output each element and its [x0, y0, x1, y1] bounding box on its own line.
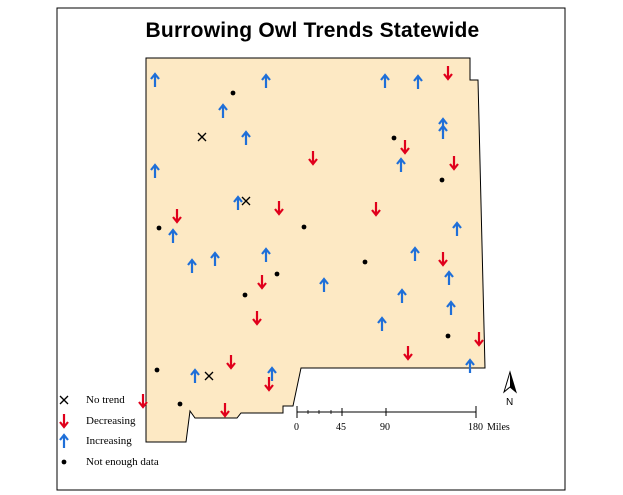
scale-label-0: 0	[294, 422, 299, 433]
down-arrow-icon	[403, 346, 413, 361]
down-arrow-icon	[59, 414, 69, 429]
up-arrow-icon	[397, 288, 407, 303]
down-arrow-icon	[371, 202, 381, 217]
dot-icon	[61, 459, 67, 465]
dot-icon	[445, 333, 451, 339]
down-arrow-icon	[172, 209, 182, 224]
down-arrow-icon	[226, 355, 236, 370]
up-arrow-icon	[190, 368, 200, 383]
dot-icon	[156, 225, 162, 231]
scale-label-45: 45	[336, 422, 346, 433]
down-arrow-icon	[443, 66, 453, 81]
down-arrow-icon	[308, 151, 318, 166]
down-arrow-icon	[220, 403, 230, 418]
up-arrow-icon	[168, 228, 178, 243]
up-arrow-icon	[444, 270, 454, 285]
down-arrow-icon	[264, 377, 274, 392]
north-arrow-icon	[503, 370, 517, 394]
dot-icon	[177, 401, 183, 407]
dot-icon	[242, 292, 248, 298]
down-arrow-icon	[474, 332, 484, 347]
scale-bar	[296, 406, 477, 418]
up-arrow-icon	[187, 258, 197, 273]
up-arrow-icon	[413, 74, 423, 89]
up-arrow-icon	[438, 124, 448, 139]
dot-icon	[362, 259, 368, 265]
up-arrow-icon	[380, 73, 390, 88]
x-mark-icon	[204, 371, 214, 381]
x-mark-icon	[59, 395, 69, 405]
legend-label-increasing: Increasing	[86, 435, 132, 447]
down-arrow-icon	[274, 201, 284, 216]
up-arrow-icon	[241, 130, 251, 145]
up-arrow-icon	[261, 247, 271, 262]
dot-icon	[439, 177, 445, 183]
up-arrow-icon	[396, 157, 406, 172]
up-arrow-icon	[59, 433, 69, 448]
dot-icon	[154, 367, 160, 373]
down-arrow-icon	[449, 156, 459, 171]
scale-label-90: 90	[380, 422, 390, 433]
up-arrow-icon	[410, 246, 420, 261]
dot-icon	[230, 90, 236, 96]
dot-icon	[391, 135, 397, 141]
down-arrow-icon	[400, 140, 410, 155]
up-arrow-icon	[218, 103, 228, 118]
up-arrow-icon	[261, 73, 271, 88]
legend-label-no-trend: No trend	[86, 394, 125, 406]
up-arrow-icon	[377, 316, 387, 331]
x-mark-icon	[197, 132, 207, 142]
scale-label-unit: Miles	[487, 422, 510, 433]
north-label: N	[506, 397, 514, 408]
down-arrow-icon	[438, 252, 448, 267]
up-arrow-icon	[150, 72, 160, 87]
scale-label-180: 180	[468, 422, 483, 433]
dot-icon	[274, 271, 280, 277]
legend-label-not-enough-data: Not enough data	[86, 456, 159, 468]
down-arrow-icon	[138, 394, 148, 409]
state-outline	[145, 57, 486, 443]
down-arrow-icon	[257, 275, 267, 290]
dot-icon	[301, 224, 307, 230]
map-title: Burrowing Owl Trends Statewide	[145, 19, 480, 42]
up-arrow-icon	[267, 366, 277, 381]
down-arrow-icon	[252, 311, 262, 326]
up-arrow-icon	[465, 358, 475, 373]
legend-label-decreasing: Decreasing	[86, 415, 136, 427]
up-arrow-icon	[150, 163, 160, 178]
up-arrow-icon	[233, 195, 243, 210]
up-arrow-icon	[210, 251, 220, 266]
up-arrow-icon	[452, 221, 462, 236]
up-arrow-icon	[319, 277, 329, 292]
x-mark-icon	[241, 196, 251, 206]
survey-sites	[59, 66, 484, 465]
up-arrow-icon	[446, 300, 456, 315]
